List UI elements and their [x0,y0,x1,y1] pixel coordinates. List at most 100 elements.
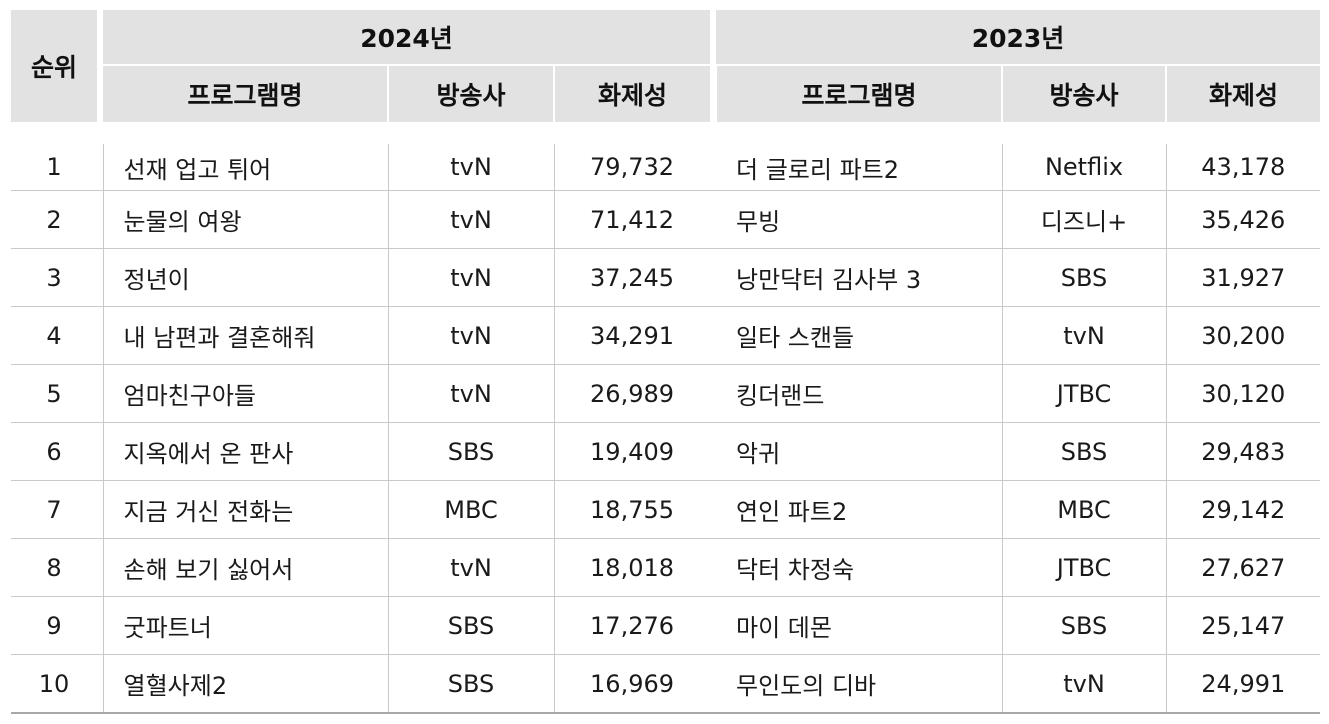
program-name-2023: 악귀 [716,422,1003,481]
rank-cell: 9 [11,596,97,655]
program-name-2023: 더 글로리 파트2 [716,144,1003,191]
table-row: 8 손해 보기 싫어서 tvN 18,018 닥터 차정숙 JTBC 27,627 [11,538,1321,597]
broadcaster-2024: SBS [387,654,554,714]
column-gap [97,364,103,423]
buzz-score-2023: 30,120 [1165,364,1321,423]
program-name-2024: 내 남편과 결혼해줘 [102,306,388,365]
column-gap [710,190,717,249]
buzz-score-2023: 35,426 [1165,190,1321,249]
buzz-score-2024: 18,018 [553,538,711,597]
rank-header: 순위 [11,10,97,122]
buzz-header-2024: 화제성 [552,65,711,122]
broadcaster-2024: tvN [387,538,554,597]
table-row: 7 지금 거신 전화는 MBC 18,755 연인 파트2 MBC 29,142 [11,480,1321,539]
broadcaster-2024: tvN [387,144,554,191]
column-gap [710,306,717,365]
column-gap [97,306,103,365]
broadcaster-2023: tvN [1001,306,1167,365]
column-gap [97,144,103,191]
program-name-2024: 손해 보기 싫어서 [102,538,388,597]
rank-cell: 2 [11,190,97,249]
column-gap [97,248,103,307]
buzz-score-2023: 43,178 [1165,144,1321,191]
broadcaster-2023: MBC [1001,480,1167,539]
buzz-score-2023: 25,147 [1165,596,1321,655]
buzz-score-2024: 16,969 [553,654,711,714]
column-gap [97,480,103,539]
rank-cell: 8 [11,538,97,597]
column-gap [710,480,717,539]
buzz-score-2024: 26,989 [553,364,711,423]
buzz-score-2023: 24,991 [1165,654,1321,714]
column-gap [97,10,103,122]
table-body: 1 선재 업고 튀어 tvN 79,732 더 글로리 파트2 Netflix 43,178… [11,122,1321,714]
program-header-2023: 프로그램명 [715,65,1003,122]
broadcaster-header-2024: 방송사 [387,65,554,122]
program-name-2023: 마이 데몬 [716,596,1003,655]
buzz-score-2023: 30,200 [1165,306,1321,365]
buzz-score-2023: 29,142 [1165,480,1321,539]
rank-cell: 6 [11,422,97,481]
buzz-score-2023: 29,483 [1165,422,1321,481]
table-header: 순위 2024년 2023년 프로그램명 방송사 화제성 프로그램명 방송사 화… [11,10,1321,122]
program-name-2024: 지금 거신 전화는 [102,480,388,539]
column-gap [97,654,103,714]
program-header-2024: 프로그램명 [103,65,388,122]
program-name-2024: 선재 업고 튀어 [102,144,388,191]
broadcaster-2024: tvN [387,248,554,307]
broadcaster-2023: 디즈니+ [1001,190,1167,249]
table-row: 6 지옥에서 온 판사 SBS 19,409 악귀 SBS 29,483 [11,422,1321,481]
column-gap [97,538,103,597]
column-gap [97,596,103,655]
rank-cell: 7 [11,480,97,539]
buzz-score-2024: 19,409 [553,422,711,481]
header-row-columns: 프로그램명 방송사 화제성 프로그램명 방송사 화제성 [11,65,1321,122]
year-2023-header: 2023년 [716,10,1321,66]
program-name-2024: 열혈사제2 [102,654,388,714]
buzz-score-2024: 17,276 [553,596,711,655]
column-gap [97,190,103,249]
column-gap [710,248,717,307]
table-row: 1 선재 업고 튀어 tvN 79,732 더 글로리 파트2 Netflix 43,178 [11,144,1321,191]
year-2024-header: 2024년 [103,10,711,66]
rank-cell: 5 [11,364,97,423]
buzz-score-2024: 71,412 [553,190,711,249]
table-row: 2 눈물의 여왕 tvN 71,412 무빙 디즈니+ 35,426 [11,190,1321,249]
program-name-2023: 무인도의 디바 [716,654,1003,714]
buzz-header-2023: 화제성 [1165,65,1321,122]
program-name-2024: 엄마친구아들 [102,364,388,423]
column-gap [710,144,717,191]
column-gap [97,422,103,481]
ranking-table-container: 순위 2024년 2023년 프로그램명 방송사 화제성 프로그램명 방송사 화… [11,10,1321,714]
header-spacer [11,122,1320,144]
buzz-score-2024: 37,245 [553,248,711,307]
program-name-2023: 닥터 차정숙 [716,538,1003,597]
broadcaster-2024: tvN [387,190,554,249]
broadcaster-2023: Netflix [1001,144,1167,191]
program-name-2023: 킹더랜드 [716,364,1003,423]
broadcaster-2024: SBS [387,422,554,481]
rank-cell: 4 [11,306,97,365]
table-row: 10 열혈사제2 SBS 16,969 무인도의 디바 tvN 24,991 [11,654,1321,714]
column-gap [710,596,717,655]
column-gap [710,364,717,423]
program-name-2023: 연인 파트2 [716,480,1003,539]
buzz-score-2024: 34,291 [553,306,711,365]
program-name-2024: 정년이 [102,248,388,307]
program-name-2024: 눈물의 여왕 [102,190,388,249]
buzz-score-2024: 18,755 [553,480,711,539]
rank-cell: 1 [11,144,97,191]
broadcaster-header-2023: 방송사 [1001,65,1167,122]
header-row-years: 순위 2024년 2023년 [11,10,1321,122]
program-name-2023: 낭만닥터 김사부 3 [716,248,1003,307]
buzz-score-2024: 79,732 [553,144,711,191]
broadcaster-2023: SBS [1001,422,1167,481]
buzz-score-2023: 27,627 [1165,538,1321,597]
program-name-2024: 지옥에서 온 판사 [102,422,388,481]
program-buzz-ranking-table: 순위 2024년 2023년 프로그램명 방송사 화제성 프로그램명 방송사 화… [11,10,1321,714]
broadcaster-2024: tvN [387,364,554,423]
program-name-2023: 일타 스캔들 [716,306,1003,365]
broadcaster-2023: SBS [1001,596,1167,655]
column-gap [710,422,717,481]
